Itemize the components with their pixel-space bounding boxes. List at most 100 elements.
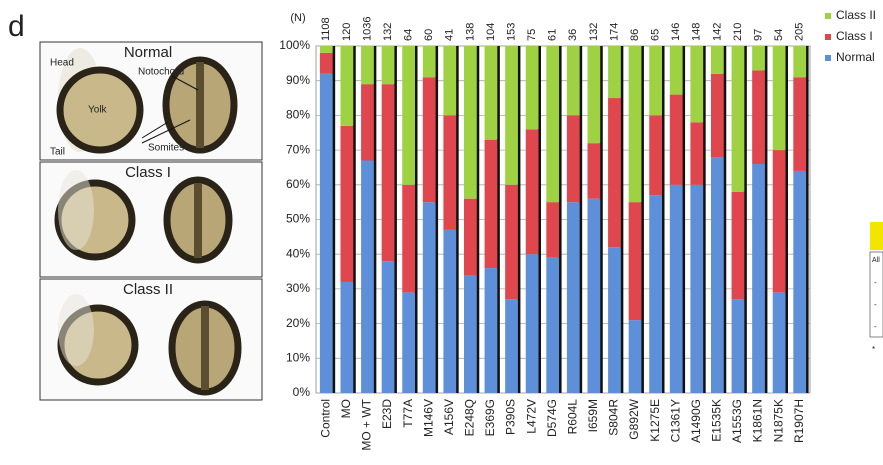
bar-segment xyxy=(608,247,621,393)
panel-title: Class II xyxy=(123,281,173,298)
bar-segment xyxy=(320,53,333,74)
bar-segment xyxy=(505,299,518,393)
x-tick-label: A1490G xyxy=(689,399,703,443)
bar-segment xyxy=(711,74,724,157)
annotation: Notochord xyxy=(138,67,184,78)
x-tick-label: T77A xyxy=(401,399,415,428)
x-tick-label: I659M xyxy=(586,399,600,432)
n-value: 36 xyxy=(567,29,579,41)
bar-segment xyxy=(361,161,374,393)
bar-segment xyxy=(690,185,703,393)
y-tick-label: 10% xyxy=(286,350,310,364)
n-value: 146 xyxy=(670,23,682,41)
bar-segment xyxy=(464,199,477,275)
n-value: 1108 xyxy=(320,17,332,41)
n-value: 54 xyxy=(773,29,785,41)
bar-segment xyxy=(690,122,703,184)
n-value: 142 xyxy=(711,23,723,41)
bar-segment xyxy=(608,98,621,247)
annotation: Head xyxy=(50,58,74,69)
y-tick-label: 100% xyxy=(279,38,310,52)
bar-segment xyxy=(485,46,498,140)
bar-segment xyxy=(690,46,703,122)
bar-segment xyxy=(752,70,765,164)
bar-segment xyxy=(773,150,786,292)
x-tick-label: L472V xyxy=(524,399,538,434)
bar-segment xyxy=(629,202,642,320)
bar-segment xyxy=(546,46,559,202)
x-tick-label: P390S xyxy=(504,399,518,435)
bar-segment xyxy=(361,46,374,84)
bar-segment xyxy=(382,46,395,84)
panel-title: Normal xyxy=(124,44,172,61)
bar-segment xyxy=(608,46,621,98)
x-tick-label: M146V xyxy=(421,399,435,437)
bar-segment xyxy=(361,84,374,160)
bar-segment xyxy=(629,320,642,393)
legend-label: Class I xyxy=(836,29,873,43)
table-cell: - xyxy=(874,278,877,287)
bar-segment xyxy=(752,46,765,70)
y-tick-label: 30% xyxy=(286,281,310,295)
bar-segment xyxy=(567,46,580,115)
n-value: 132 xyxy=(588,23,600,41)
annotation: Somites xyxy=(148,143,184,154)
n-value: 153 xyxy=(505,23,517,41)
n-value: 148 xyxy=(691,23,703,41)
bar-segment xyxy=(402,292,415,393)
bar-segment xyxy=(340,126,353,282)
bar-segment xyxy=(443,46,456,115)
bar-segment xyxy=(423,77,436,202)
n-value: 138 xyxy=(464,23,476,41)
bar-segment xyxy=(649,195,662,393)
bar-segment xyxy=(629,46,642,202)
n-value: 210 xyxy=(732,23,744,41)
x-tick-label: E369G xyxy=(483,399,497,436)
x-tick-label: K1275E xyxy=(648,399,662,442)
n-value: 174 xyxy=(608,23,620,41)
figure: d Normal Head Notochord Yolk Somites Tai xyxy=(0,0,883,465)
x-tick-label: A156V xyxy=(442,399,456,435)
bar-segment xyxy=(340,46,353,126)
x-tick-label: G892W xyxy=(627,398,641,439)
y-tick-label: 80% xyxy=(286,108,310,122)
n-value: 65 xyxy=(650,29,662,41)
n-value: 75 xyxy=(526,29,538,41)
bar-segment xyxy=(711,46,724,74)
x-tick-label: C1361Y xyxy=(668,399,682,442)
bar-segment xyxy=(485,268,498,393)
bar-segment xyxy=(320,74,333,393)
bar-segment xyxy=(402,185,415,293)
bar-segment xyxy=(423,202,436,393)
n-value: 41 xyxy=(444,29,456,41)
legend-label: Normal xyxy=(836,50,875,64)
bar-segment xyxy=(567,115,580,202)
bar-segment xyxy=(402,46,415,185)
annotation: Tail xyxy=(50,147,65,158)
bar-segment xyxy=(587,46,600,143)
bar-segment xyxy=(485,140,498,268)
x-tick-label: E1535K xyxy=(710,399,724,442)
bar-segment xyxy=(732,46,745,192)
bar-segment xyxy=(464,275,477,393)
n-value: 60 xyxy=(423,29,435,41)
bar-segment xyxy=(443,230,456,393)
panel-title: Class I xyxy=(125,164,171,181)
x-tick-label: MO + WT xyxy=(360,398,374,450)
bar-segment xyxy=(546,202,559,258)
x-tick-label: K1861N xyxy=(751,399,765,442)
bar-segment xyxy=(505,185,518,300)
n-value: 104 xyxy=(485,23,497,41)
table-cell: - xyxy=(874,300,877,309)
bar-segment xyxy=(526,129,539,254)
legend-swatch xyxy=(825,34,831,40)
y-tick-label: 90% xyxy=(286,73,310,87)
bar-segment xyxy=(587,143,600,199)
table-footnote: * xyxy=(872,345,875,354)
bar-segment xyxy=(546,258,559,393)
table-header xyxy=(870,222,883,250)
bar-segment xyxy=(464,46,477,199)
bar-segment xyxy=(567,202,580,393)
bar-segment xyxy=(732,192,745,300)
bar-segment xyxy=(320,46,333,53)
